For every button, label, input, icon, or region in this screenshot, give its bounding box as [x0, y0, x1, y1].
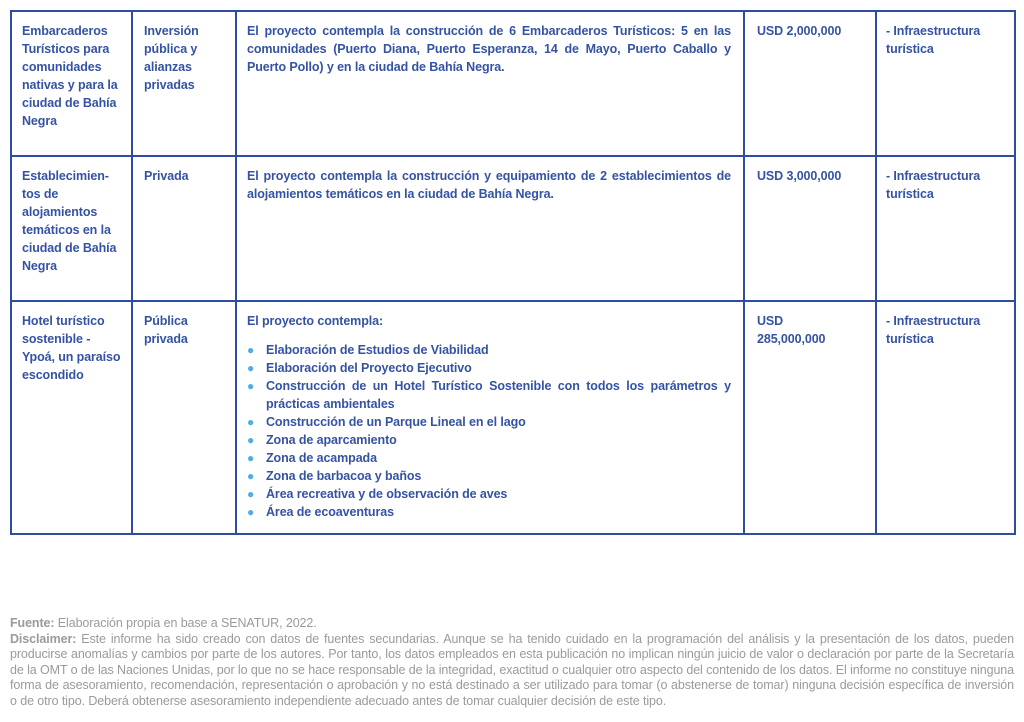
amount-cell: USD 2,000,000	[743, 10, 877, 157]
source-note: Fuente: Elaboración propia en base a SEN…	[10, 616, 1014, 632]
bullet-item: Zona de barbacoa y baños	[247, 467, 731, 485]
projects-table: Embarcaderos Turísticos para comunidades…	[10, 10, 1016, 535]
disclaimer-note: Disclaimer: Este informe ha sido creado …	[10, 632, 1014, 710]
bullet-item: Construcción de un Parque Lineal en el l…	[247, 413, 731, 431]
table-row: Establecimien­tos de alojamientos temáti…	[10, 155, 1016, 302]
investment-type-cell: Pública privada	[131, 300, 237, 535]
disclaimer-label: Disclaimer:	[10, 631, 77, 646]
project-bullet-list: Elaboración de Estudios de Viabilidad El…	[247, 341, 731, 521]
bullet-item: Zona de acampada	[247, 449, 731, 467]
source-label: Fuente:	[10, 616, 55, 630]
bullet-item: Zona de aparcamiento	[247, 431, 731, 449]
bullet-item: Elaboración del Proyecto Ejecutivo	[247, 359, 731, 377]
bullet-item: Área de ecoaventuras	[247, 503, 731, 521]
bullet-item: Elaboración de Estudios de Viabilidad	[247, 341, 731, 359]
category-cell: - Infraestructura turística	[875, 10, 1016, 157]
project-description: El proyecto contempla la construcción de…	[247, 24, 731, 74]
investment-type-cell: Privada	[131, 155, 237, 302]
amount-cell: USD 3,000,000	[743, 155, 877, 302]
project-description-cell: El proyecto contempla la construcción y …	[235, 155, 745, 302]
table-row: Hotel turístico sostenible - Ypoá, un pa…	[10, 300, 1016, 535]
project-description-intro: El proyecto contempla:	[247, 314, 384, 328]
investment-type-cell: Inversión pública y alianzas privadas	[131, 10, 237, 157]
project-name-cell: Embarcaderos Turísticos para comunidades…	[10, 10, 133, 157]
project-description: El proyecto contempla la construcción y …	[247, 169, 731, 201]
category-cell: - Infraestructura turística	[875, 155, 1016, 302]
project-name-cell: Establecimien­tos de alojamientos temáti…	[10, 155, 133, 302]
source-text: Elaboración propia en base a SENATUR, 20…	[54, 616, 317, 630]
table-row: Embarcaderos Turísticos para comunidades…	[10, 10, 1016, 157]
bullet-item: Área recreativa y de observación de aves	[247, 485, 731, 503]
bullet-item: Construcción de un Hotel Turístico Soste…	[247, 377, 731, 413]
category-cell: - Infraestructura turística	[875, 300, 1016, 535]
project-description-cell: El proyecto contempla la construcción de…	[235, 10, 745, 157]
amount-cell: USD 285,000,000	[743, 300, 877, 535]
project-description-cell: El proyecto contempla: Elaboración de Es…	[235, 300, 745, 535]
footnotes: Fuente: Elaboración propia en base a SEN…	[10, 616, 1014, 709]
project-name-cell: Hotel turístico sostenible - Ypoá, un pa…	[10, 300, 133, 535]
disclaimer-text: Este informe ha sido creado con datos de…	[10, 631, 1014, 708]
